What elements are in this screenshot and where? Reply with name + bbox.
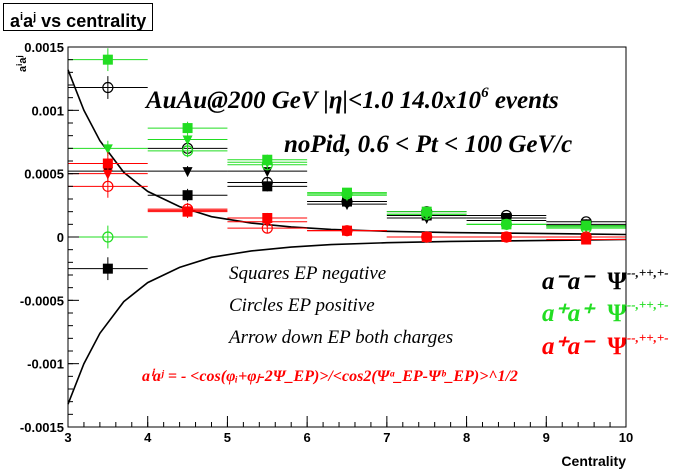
legend-squares: Squares EP negative xyxy=(229,263,386,284)
x-tick-label: 6 xyxy=(304,430,311,445)
data-point-triangle xyxy=(342,226,352,237)
y-tick-label: 0 xyxy=(57,230,64,245)
title-mid: a xyxy=(23,11,34,31)
data-point-circle xyxy=(102,231,114,243)
data-point-circle xyxy=(102,81,114,94)
title-sup-i: i xyxy=(20,11,24,23)
data-point-triangle xyxy=(501,233,512,243)
y-tick-label: -0.0005 xyxy=(20,293,64,308)
data-point-circle xyxy=(261,176,273,189)
data-point-triangle xyxy=(102,169,113,180)
data-point-triangle xyxy=(182,135,193,146)
x-tick-label: 9 xyxy=(543,430,550,445)
data-point-square xyxy=(182,190,193,201)
annotation-line1: AuAu@200 GeV |η|<1.0 14.0x106 events xyxy=(144,85,559,114)
series-8 xyxy=(68,166,626,243)
data-point-triangle xyxy=(581,222,592,233)
data-point-triangle xyxy=(342,200,352,211)
charge-legend-plus-plus: a⁺a⁺ Ψ--,++,+- xyxy=(542,297,669,327)
data-point-triangle xyxy=(501,220,512,231)
data-point-triangle xyxy=(182,206,193,217)
data-point-circle xyxy=(102,180,114,192)
x-tick-label: 4 xyxy=(144,430,152,445)
data-point-square xyxy=(102,158,113,169)
annotation-line2: noPid, 0.6 < Pt < 100 GeV/c xyxy=(284,131,572,158)
x-tick-label: 5 xyxy=(224,430,231,445)
legend-arrows: Arrow down EP both charges xyxy=(227,327,453,348)
x-tick-label: 7 xyxy=(383,430,390,445)
y-tick-label: 0.001 xyxy=(31,103,64,118)
x-axis-label: Centrality xyxy=(561,453,626,469)
data-point-triangle xyxy=(581,233,592,243)
charge-legend-plus-minus: a⁺a⁻ Ψ--,++,+- xyxy=(542,330,669,360)
data-point-triangle xyxy=(421,210,432,221)
y-tick-label: 0.0015 xyxy=(24,40,64,55)
legend-circles: Circles EP positive xyxy=(229,295,375,316)
data-point-triangle xyxy=(262,158,273,169)
curve-1 xyxy=(67,238,627,405)
x-tick-label: 8 xyxy=(463,430,470,445)
data-point-square xyxy=(182,123,193,134)
data-point-square xyxy=(102,54,113,65)
x-tick-label: 10 xyxy=(619,430,633,445)
title-rest: vs centrality xyxy=(36,11,147,31)
points-group xyxy=(68,48,626,281)
y-tick-label: -0.001 xyxy=(27,357,64,372)
data-point-square xyxy=(102,263,113,274)
charge-legend-minus-minus: a⁻a⁻ Ψ--,++,+- xyxy=(542,265,669,295)
data-point-triangle xyxy=(262,217,273,228)
data-point-circle xyxy=(181,145,194,157)
y-tick-label: 0.0005 xyxy=(24,167,64,182)
y-axis-label: aiaj xyxy=(15,55,29,72)
x-tick-label: 3 xyxy=(64,430,71,445)
title-base: a xyxy=(10,11,21,31)
data-point-triangle xyxy=(421,233,432,243)
data-point-triangle xyxy=(182,167,193,178)
ticks-group: 3 4 5 6 7 8 9 10 -0.0015 -0.001 -0.0005 0 0.0005 0.00… xyxy=(20,40,633,445)
chart-title-box: aiaj vs centrality xyxy=(3,3,154,31)
charge-legend: a⁻a⁻ Ψ--,++,+- a⁺a⁺ Ψ--,++,+- a⁺a⁻ Ψ--,++,+… xyxy=(542,265,669,360)
formula: aⁱaʲ = - <cos(φᵢ+φⱼ-2Ψ_EP)>/<cos2(Ψᵃ_EP-… xyxy=(142,368,518,385)
y-tick-label: -0.0015 xyxy=(20,420,64,435)
data-point-triangle xyxy=(342,191,352,202)
title-sup-j: j xyxy=(33,11,37,23)
series-5 xyxy=(68,134,626,233)
data-point-triangle xyxy=(102,144,113,155)
